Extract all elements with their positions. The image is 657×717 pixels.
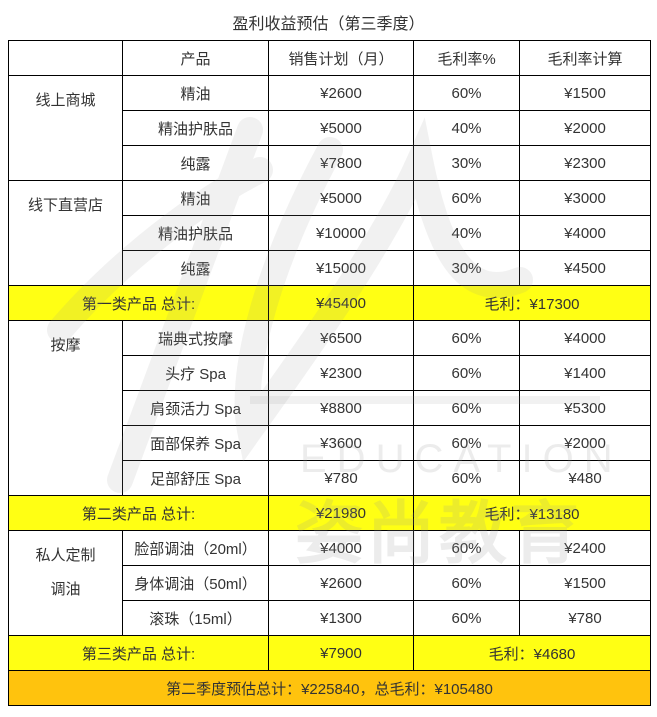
- cell-sales: ¥15000: [268, 250, 414, 286]
- header-row: 产品 销售计划（月） 毛利率% 毛利率计算: [8, 40, 651, 76]
- cell-sales: ¥8800: [268, 390, 414, 426]
- group-label-line: 线上商城: [35, 92, 96, 109]
- cell-profit: ¥1500: [519, 75, 651, 111]
- cell-product: 足部舒压 Spa: [122, 460, 269, 496]
- subtotal-row: 第三类产品 总计: ¥7900 毛利：¥4680: [8, 635, 651, 671]
- group-label: 私人定制 调油: [8, 530, 123, 636]
- cell-product: 脸部调油（20ml）: [122, 530, 269, 566]
- cell-rate: 60%: [413, 600, 520, 636]
- cell-rate: 60%: [413, 75, 520, 111]
- column-header: 毛利率%: [413, 40, 520, 76]
- cell-sales: ¥7800: [268, 145, 414, 181]
- cell-profit: ¥780: [519, 600, 651, 636]
- cell-product: 面部保养 Spa: [122, 425, 269, 461]
- grand-total: 第二季度预估总计：¥225840，总毛利：¥105480: [8, 670, 651, 706]
- subtotal-label: 第三类产品 总计:: [8, 635, 269, 671]
- subtotal-profit: 毛利：¥13180: [413, 495, 651, 531]
- table-row: 头疗 Spa ¥2300 60% ¥1400: [9, 355, 651, 391]
- cell-rate: 60%: [413, 355, 520, 391]
- cell-rate: 40%: [413, 110, 520, 146]
- profit-table: 产品 销售计划（月） 毛利率% 毛利率计算 线上商城 精油 ¥2600 60% ¥1500 精油护…: [8, 40, 651, 706]
- cell-product: 纯露: [122, 250, 269, 286]
- column-header: [8, 40, 123, 76]
- cell-sales: ¥3600: [268, 425, 414, 461]
- table-row: 肩颈活力 Spa ¥8800 60% ¥5300: [9, 390, 651, 426]
- cell-profit: ¥2000: [519, 425, 651, 461]
- cell-sales: ¥2300: [268, 355, 414, 391]
- subtotal-sales: ¥45400: [268, 285, 414, 321]
- cell-sales: ¥780: [268, 460, 414, 496]
- subtotal-profit: 毛利：¥17300: [413, 285, 651, 321]
- table-row: 线上商城 精油 ¥2600 60% ¥1500: [8, 75, 651, 181]
- table-row: 按摩 瑞典式按摩 ¥6500 60% ¥4000: [8, 320, 651, 496]
- cell-sales: ¥2600: [268, 565, 414, 601]
- cell-sales: ¥4000: [268, 530, 414, 566]
- group-label: 线下直营店: [8, 180, 123, 286]
- subtotal-profit: 毛利：¥4680: [413, 635, 651, 671]
- cell-product: 纯露: [122, 145, 269, 181]
- cell-profit: ¥4500: [519, 250, 651, 286]
- cell-rate: 60%: [413, 460, 520, 496]
- table-row: 面部保养 Spa ¥3600 60% ¥2000: [9, 425, 651, 461]
- group-label-line: 私人定制: [35, 547, 96, 564]
- subtotal-sales: ¥7900: [268, 635, 414, 671]
- table-row: 精油护肤品 ¥5000 40% ¥2000: [9, 110, 651, 146]
- cell-profit: ¥480: [519, 460, 651, 496]
- table-row: 线下直营店 精油 ¥5000 60% ¥3000: [8, 180, 651, 286]
- subtotal-row: 第二类产品 总计: ¥21980 毛利：¥13180: [8, 495, 651, 531]
- grand-total-row: 第二季度预估总计：¥225840，总毛利：¥105480: [8, 670, 651, 706]
- group-label: 线上商城: [8, 75, 123, 181]
- cell-rate: 60%: [413, 565, 520, 601]
- subtotal-label: 第一类产品 总计:: [8, 285, 269, 321]
- cell-rate: 40%: [413, 215, 520, 251]
- cell-sales: ¥5000: [268, 110, 414, 146]
- cell-sales: ¥10000: [268, 215, 414, 251]
- cell-product: 肩颈活力 Spa: [122, 390, 269, 426]
- group-label: 按摩: [8, 320, 123, 496]
- table-row: 精油护肤品 ¥10000 40% ¥4000: [9, 215, 651, 251]
- table-row: 足部舒压 Spa ¥780 60% ¥480: [9, 460, 651, 496]
- column-header: 销售计划（月）: [268, 40, 414, 76]
- cell-profit: ¥4000: [519, 320, 651, 356]
- cell-profit: ¥2400: [519, 530, 651, 566]
- cell-profit: ¥3000: [519, 180, 651, 216]
- subtotal-sales: ¥21980: [268, 495, 414, 531]
- cell-profit: ¥1400: [519, 355, 651, 391]
- cell-rate: 30%: [413, 145, 520, 181]
- cell-profit: ¥5300: [519, 390, 651, 426]
- group-label-line: 线下直营店: [27, 197, 103, 214]
- cell-sales: ¥5000: [268, 180, 414, 216]
- group-label-line: 调油: [50, 581, 81, 598]
- cell-product: 精油护肤品: [122, 215, 269, 251]
- cell-sales: ¥6500: [268, 320, 414, 356]
- table-row: 纯露 ¥7800 30% ¥2300: [9, 145, 651, 181]
- subtotal-label: 第二类产品 总计:: [8, 495, 269, 531]
- cell-product: 身体调油（50ml）: [122, 565, 269, 601]
- cell-profit: ¥2000: [519, 110, 651, 146]
- cell-product: 头疗 Spa: [122, 355, 269, 391]
- cell-profit: ¥4000: [519, 215, 651, 251]
- cell-sales: ¥2600: [268, 75, 414, 111]
- cell-product: 瑞典式按摩: [122, 320, 269, 356]
- cell-profit: ¥1500: [519, 565, 651, 601]
- cell-rate: 30%: [413, 250, 520, 286]
- column-header: 毛利率计算: [519, 40, 651, 76]
- group-label-line: 按摩: [50, 337, 81, 354]
- cell-sales: ¥1300: [268, 600, 414, 636]
- cell-rate: 60%: [413, 425, 520, 461]
- cell-rate: 60%: [413, 180, 520, 216]
- table-row: 私人定制 调油 脸部调油（20ml） ¥4000 60% ¥2400: [8, 530, 651, 636]
- cell-product: 滚珠（15ml）: [122, 600, 269, 636]
- page-title: 盈利收益预估（第三季度）: [232, 16, 425, 33]
- cell-rate: 60%: [413, 320, 520, 356]
- cell-product: 精油护肤品: [122, 110, 269, 146]
- cell-rate: 60%: [413, 530, 520, 566]
- cell-product: 精油: [122, 75, 269, 111]
- column-header: 产品: [122, 40, 269, 76]
- cell-product: 精油: [122, 180, 269, 216]
- subtotal-row: 第一类产品 总计: ¥45400 毛利：¥17300: [8, 285, 651, 321]
- cell-profit: ¥2300: [519, 145, 651, 181]
- cell-rate: 60%: [413, 390, 520, 426]
- table-row: 纯露 ¥15000 30% ¥4500: [9, 250, 651, 286]
